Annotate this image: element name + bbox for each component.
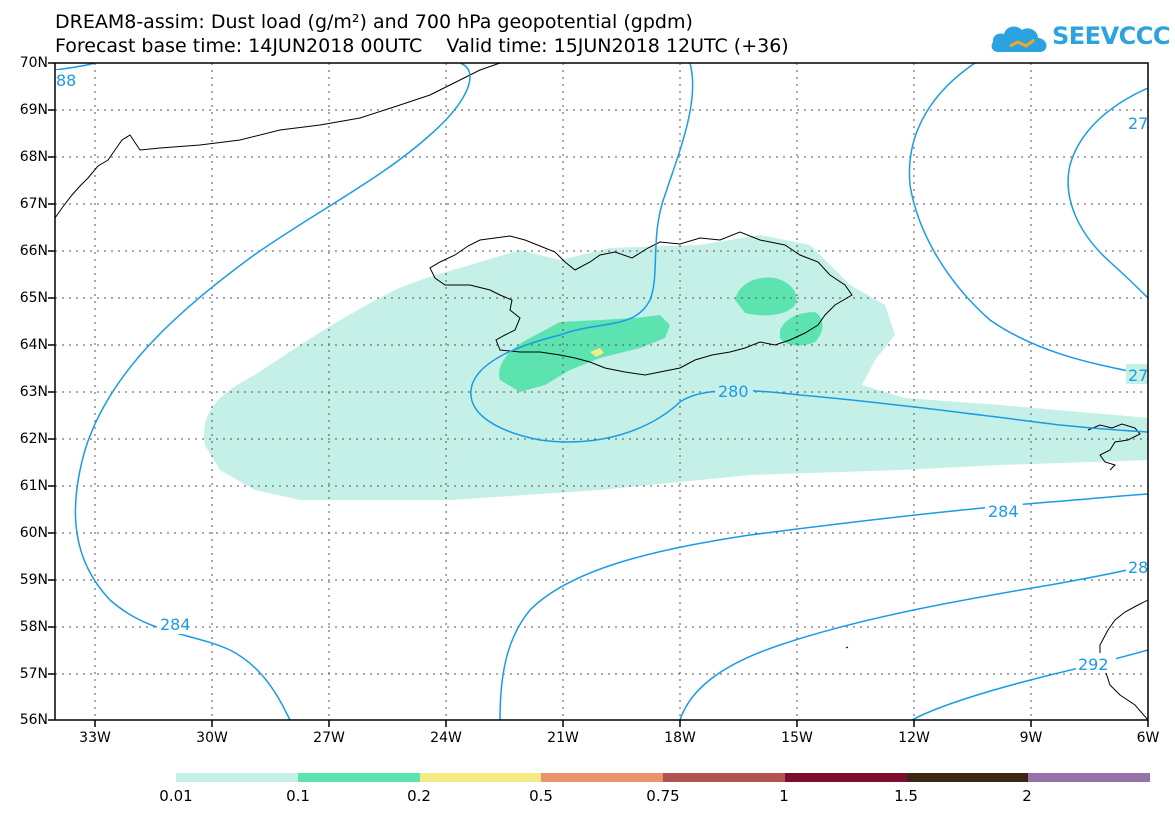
lat-label: 65N bbox=[19, 290, 48, 306]
contour-276-inner bbox=[1067, 87, 1148, 299]
colorbar-label: 0.5 bbox=[529, 787, 553, 805]
logo-text: SEEVCCC bbox=[1052, 22, 1171, 50]
colorbar-label: 0.75 bbox=[646, 787, 680, 805]
dust-area-0.1-southeast bbox=[780, 312, 823, 346]
lat-label: 56N bbox=[19, 712, 48, 728]
contour-label-284-right: 284 bbox=[988, 502, 1019, 521]
contour-label-288-right: 28 bbox=[1128, 558, 1148, 577]
greenland-coast bbox=[55, 63, 501, 219]
contour-label-292-right: 292 bbox=[1078, 655, 1109, 674]
colorbar-label: 1.5 bbox=[894, 787, 918, 805]
colorbar-segment bbox=[541, 773, 663, 782]
lat-label: 70N bbox=[19, 55, 48, 71]
lat-label: 66N bbox=[19, 243, 48, 259]
lon-label: 18W bbox=[664, 730, 696, 746]
map-title: DREAM8-assim: Dust load (g/m²) and 700 h… bbox=[55, 11, 693, 33]
colorbar bbox=[176, 773, 1150, 782]
lon-label: 12W bbox=[898, 730, 930, 746]
lat-label: 69N bbox=[19, 102, 48, 118]
rockall-dot bbox=[845, 646, 849, 649]
contour-284-right bbox=[499, 493, 1148, 720]
colorbar-segment bbox=[784, 773, 907, 782]
iceland-coast bbox=[429, 231, 853, 376]
contour-label-276-inner: 27 bbox=[1128, 114, 1148, 133]
colorbar-label: 0.01 bbox=[159, 787, 193, 805]
dust-area-0.2 bbox=[590, 348, 604, 357]
contour-label-288-left: 88 bbox=[56, 71, 76, 90]
dust-area-0.1-south bbox=[499, 315, 670, 392]
lat-label: 60N bbox=[19, 525, 48, 541]
cloud-icon bbox=[991, 26, 1047, 52]
lat-label: 59N bbox=[19, 572, 48, 588]
map-subtitle: Forecast base time: 14JUN2018 00UTC Vali… bbox=[55, 35, 789, 57]
contour-276-right bbox=[908, 63, 1148, 376]
lon-label: 9W bbox=[1019, 730, 1043, 746]
lon-label: 24W bbox=[430, 730, 462, 746]
contour-288-left bbox=[55, 63, 96, 71]
contour-288-right bbox=[679, 564, 1148, 720]
geopotential-contours bbox=[55, 63, 1148, 720]
colorbar-segment bbox=[176, 773, 298, 782]
colorbar-label: 1 bbox=[779, 787, 789, 805]
colorbar-segment bbox=[297, 773, 420, 782]
colorbar-segment bbox=[1028, 773, 1150, 782]
dust-area-0.1-east bbox=[735, 277, 797, 316]
lat-label: 57N bbox=[19, 666, 48, 682]
lon-label: 33W bbox=[79, 730, 111, 746]
lon-label: 15W bbox=[781, 730, 813, 746]
lon-label: 21W bbox=[547, 730, 579, 746]
lat-label: 64N bbox=[19, 337, 48, 353]
axis-ticks bbox=[48, 62, 1149, 727]
lat-label: 58N bbox=[19, 619, 48, 635]
lat-label: 63N bbox=[19, 384, 48, 400]
colorbar-label: 0.1 bbox=[286, 787, 310, 805]
colorbar-label: 0.2 bbox=[407, 787, 431, 805]
lat-label: 62N bbox=[19, 431, 48, 447]
colorbar-segment bbox=[419, 773, 542, 782]
lat-label: 68N bbox=[19, 149, 48, 165]
lat-label: 67N bbox=[19, 196, 48, 212]
colorbar-segment bbox=[663, 773, 785, 782]
lat-label: 61N bbox=[19, 478, 48, 494]
lon-label: 6W bbox=[1136, 730, 1160, 746]
lon-label: 27W bbox=[313, 730, 345, 746]
contour-label-276-right: 27 bbox=[1128, 366, 1148, 385]
contour-label-280: 280 bbox=[718, 382, 749, 401]
faroe-coast bbox=[1087, 423, 1141, 471]
contour-280 bbox=[470, 63, 1148, 443]
contour-292-right bbox=[911, 649, 1148, 720]
colorbar-segment bbox=[906, 773, 1029, 782]
dust-area-0.01 bbox=[204, 235, 1148, 500]
contour-284-left bbox=[74, 63, 471, 720]
lon-label: 30W bbox=[196, 730, 228, 746]
map-gridlines bbox=[55, 63, 1148, 720]
colorbar-label: 2 bbox=[1022, 787, 1032, 805]
contour-label-284-left: 284 bbox=[160, 615, 191, 634]
